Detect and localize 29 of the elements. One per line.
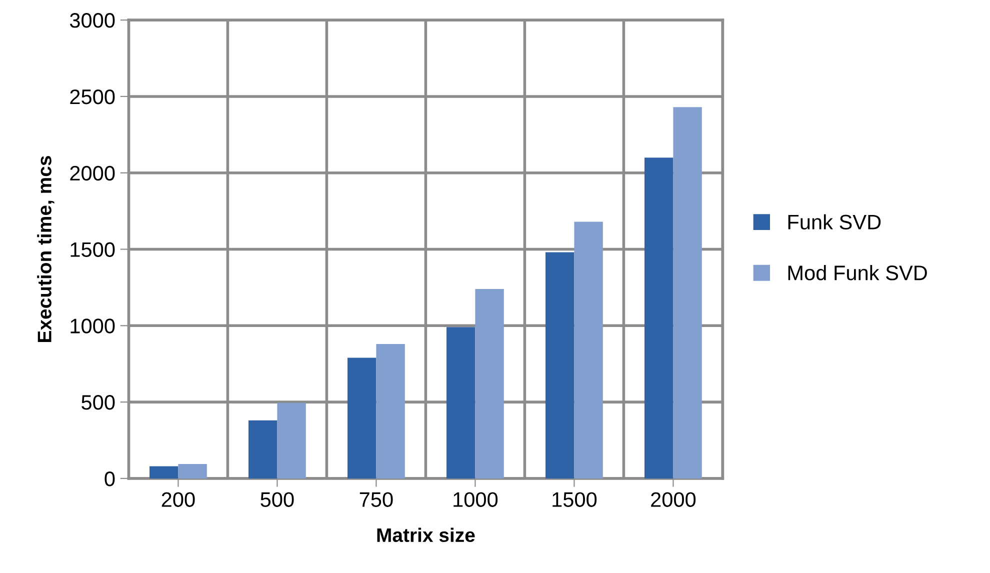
y-axis-title: Execution time, mcs bbox=[37, 156, 54, 342]
bar bbox=[347, 358, 376, 478]
y-tick-label: 2000 bbox=[70, 166, 115, 181]
y-tick-label: 2500 bbox=[70, 89, 115, 104]
bar bbox=[178, 464, 207, 478]
bar bbox=[644, 158, 674, 478]
x-axis-title: Matrix size bbox=[377, 528, 475, 542]
y-tick-label: 0 bbox=[104, 471, 115, 486]
y-tick-label: 500 bbox=[82, 395, 115, 410]
x-tick-label: 1500 bbox=[552, 492, 597, 507]
bar bbox=[248, 420, 278, 478]
legend-label: Funk SVD bbox=[788, 214, 881, 230]
x-tick-label: 1000 bbox=[454, 492, 498, 507]
y-tick-label: 1500 bbox=[70, 242, 115, 258]
bar bbox=[673, 107, 702, 478]
bar bbox=[376, 344, 405, 478]
bar bbox=[446, 327, 476, 478]
bar bbox=[475, 288, 504, 478]
bar bbox=[574, 222, 603, 478]
x-tick-label: 2000 bbox=[651, 492, 696, 507]
y-tick-label: 3000 bbox=[70, 13, 115, 28]
bar bbox=[149, 466, 178, 478]
bar bbox=[277, 402, 306, 478]
x-tick-label: 750 bbox=[360, 492, 393, 507]
x-tick-label: 200 bbox=[162, 492, 195, 507]
legend-label: Mod Funk SVD bbox=[788, 264, 927, 280]
x-tick-label: 500 bbox=[260, 492, 294, 507]
bar bbox=[545, 252, 574, 478]
y-tick-label: 1000 bbox=[70, 318, 115, 334]
